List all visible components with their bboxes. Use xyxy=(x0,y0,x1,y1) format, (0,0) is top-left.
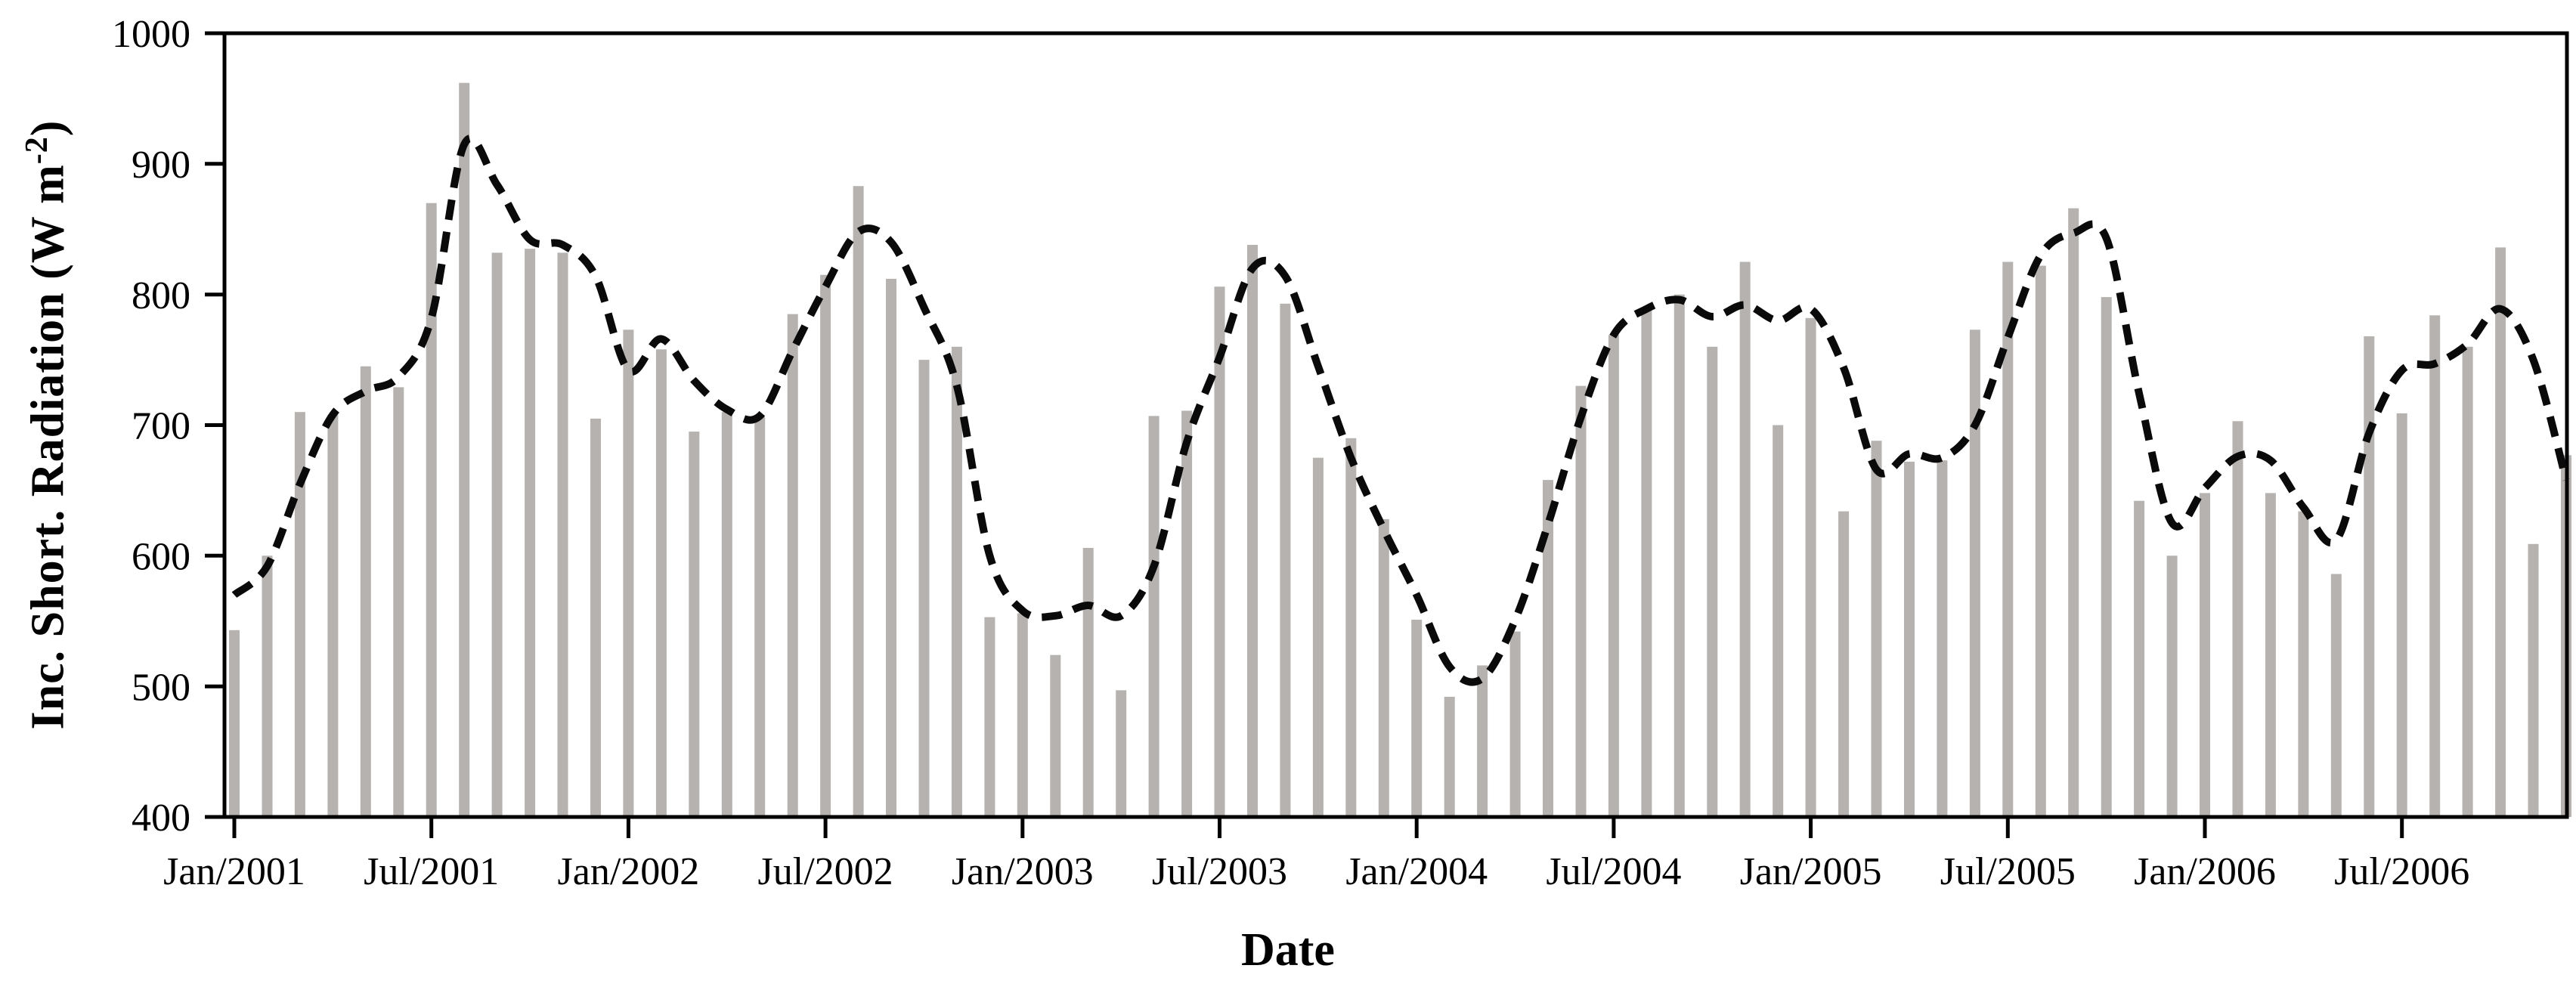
bar xyxy=(2265,493,2276,817)
bar xyxy=(1148,416,1160,817)
bar xyxy=(1608,335,1619,817)
y-tick-label: 700 xyxy=(132,405,190,448)
x-tick-label: Jul/2005 xyxy=(1940,850,2076,893)
bar xyxy=(787,314,798,818)
bar xyxy=(459,82,470,817)
bar xyxy=(2396,413,2407,817)
x-tick-label: Jan/2004 xyxy=(1345,850,1488,893)
x-tick-label: Jul/2004 xyxy=(1546,850,1681,893)
bar xyxy=(1247,245,1258,817)
bar xyxy=(360,366,371,817)
trend-line xyxy=(231,135,2570,686)
y-tick-label: 600 xyxy=(132,536,190,579)
bar xyxy=(1477,665,1488,817)
bar xyxy=(1673,294,1685,817)
bar xyxy=(1116,690,1127,817)
bar xyxy=(1805,317,1816,817)
plot-frame xyxy=(222,31,2569,819)
bar xyxy=(2068,208,2079,818)
bar xyxy=(1444,697,1455,817)
bar xyxy=(623,330,634,817)
bar xyxy=(820,274,831,817)
bar xyxy=(1641,308,1652,817)
bar xyxy=(1082,548,1094,817)
bar xyxy=(1017,613,1028,817)
bar xyxy=(262,555,273,817)
bar xyxy=(393,387,404,817)
y-tick-label: 400 xyxy=(132,797,190,840)
x-tick-label: Jan/2002 xyxy=(558,850,700,893)
bar xyxy=(557,252,568,817)
bar xyxy=(1937,460,1948,817)
bar xyxy=(2528,543,2539,817)
x-tick-label: Jan/2006 xyxy=(2134,850,2276,893)
y-tick-label: 800 xyxy=(132,274,190,317)
x-tick-label: Jan/2001 xyxy=(163,850,305,893)
bar xyxy=(1707,346,1718,817)
bar xyxy=(590,418,601,817)
bar xyxy=(2134,500,2145,817)
bar xyxy=(1739,261,1751,817)
bar xyxy=(1904,461,1915,817)
bar xyxy=(1543,480,1553,817)
bar xyxy=(1509,631,1521,817)
y-tick-label: 1000 xyxy=(112,13,190,56)
bar xyxy=(2166,555,2178,817)
x-tick-label: Jan/2003 xyxy=(952,850,1094,893)
y-tick-label: 900 xyxy=(132,144,190,187)
bar xyxy=(2232,421,2243,817)
x-tick-label: Jul/2003 xyxy=(1152,850,1287,893)
bar xyxy=(1575,385,1587,818)
bar xyxy=(1969,330,1980,817)
bar xyxy=(229,630,240,817)
bar xyxy=(853,186,864,817)
bar xyxy=(426,203,437,817)
bar xyxy=(1345,438,1357,817)
bar xyxy=(1181,410,1193,817)
bar xyxy=(2429,315,2441,817)
bar xyxy=(491,252,503,817)
x-tick-label: Jul/2002 xyxy=(758,850,893,893)
bar xyxy=(2364,336,2375,817)
bar xyxy=(2462,346,2473,817)
bar xyxy=(1773,425,1784,817)
bar xyxy=(655,349,667,817)
bar xyxy=(1838,511,1850,817)
y-tick-label: 500 xyxy=(132,666,190,709)
bar xyxy=(2101,297,2112,818)
bar xyxy=(1871,441,1882,817)
bar xyxy=(525,249,536,817)
bar xyxy=(2330,574,2342,817)
bar xyxy=(2298,511,2309,817)
bar xyxy=(721,412,732,817)
bar xyxy=(1411,620,1423,817)
bar xyxy=(689,432,700,817)
bar xyxy=(1214,286,1225,817)
bar xyxy=(327,414,339,817)
bar xyxy=(1378,518,1389,817)
x-axis-title: Date xyxy=(1241,924,1335,976)
x-tick-label: Jan/2005 xyxy=(1740,850,1882,893)
bar xyxy=(2495,247,2506,817)
bar xyxy=(918,360,930,818)
bar xyxy=(2200,493,2210,817)
bar xyxy=(886,278,896,817)
bar xyxy=(951,346,962,817)
bar xyxy=(2035,265,2046,818)
bar xyxy=(294,412,305,817)
bar xyxy=(754,417,766,817)
bar xyxy=(984,617,995,817)
bar xyxy=(1280,303,1291,817)
bar xyxy=(1312,457,1324,817)
bar xyxy=(1050,654,1061,817)
x-tick-label: Jul/2001 xyxy=(364,850,499,893)
bar xyxy=(2002,261,2014,817)
x-tick-label: Jul/2006 xyxy=(2334,850,2469,893)
